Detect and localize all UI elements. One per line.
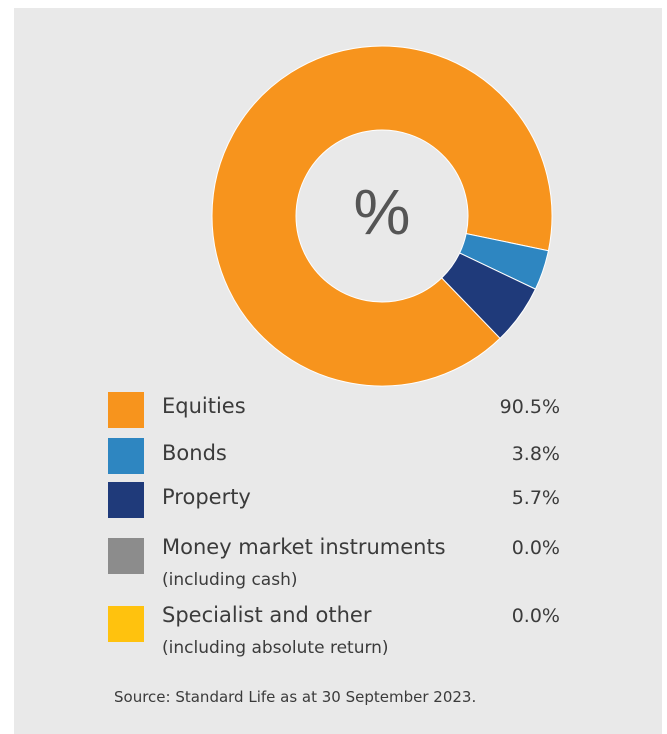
legend-label: Specialist and other bbox=[162, 603, 372, 627]
legend-value: 3.8% bbox=[511, 443, 560, 465]
legend-label: Equities bbox=[162, 394, 246, 418]
legend-label: Money market instruments bbox=[162, 535, 446, 559]
legend-swatch bbox=[108, 392, 144, 428]
donut-slice-equities bbox=[211, 45, 553, 387]
chart-panel: % Equities 90.5% Bonds 3.8% Property 5.7… bbox=[14, 8, 662, 734]
legend-swatch bbox=[108, 606, 144, 642]
legend-label: Property bbox=[162, 485, 251, 509]
donut-slice-property bbox=[441, 252, 537, 339]
legend-swatch bbox=[108, 482, 144, 518]
center-percent-label: % bbox=[354, 176, 411, 248]
legend-value: 5.7% bbox=[511, 487, 560, 509]
legend-value: 90.5% bbox=[499, 396, 560, 418]
source-note: Source: Standard Life as at 30 September… bbox=[114, 688, 477, 706]
donut-chart: % bbox=[211, 45, 553, 387]
legend-value: 0.0% bbox=[511, 537, 560, 559]
legend-sublabel: (including absolute return) bbox=[162, 638, 389, 658]
legend-value: 0.0% bbox=[511, 605, 560, 627]
legend-swatch bbox=[108, 438, 144, 474]
legend-sublabel: (including cash) bbox=[162, 570, 298, 590]
legend-label: Bonds bbox=[162, 441, 227, 465]
legend-swatch bbox=[108, 538, 144, 574]
